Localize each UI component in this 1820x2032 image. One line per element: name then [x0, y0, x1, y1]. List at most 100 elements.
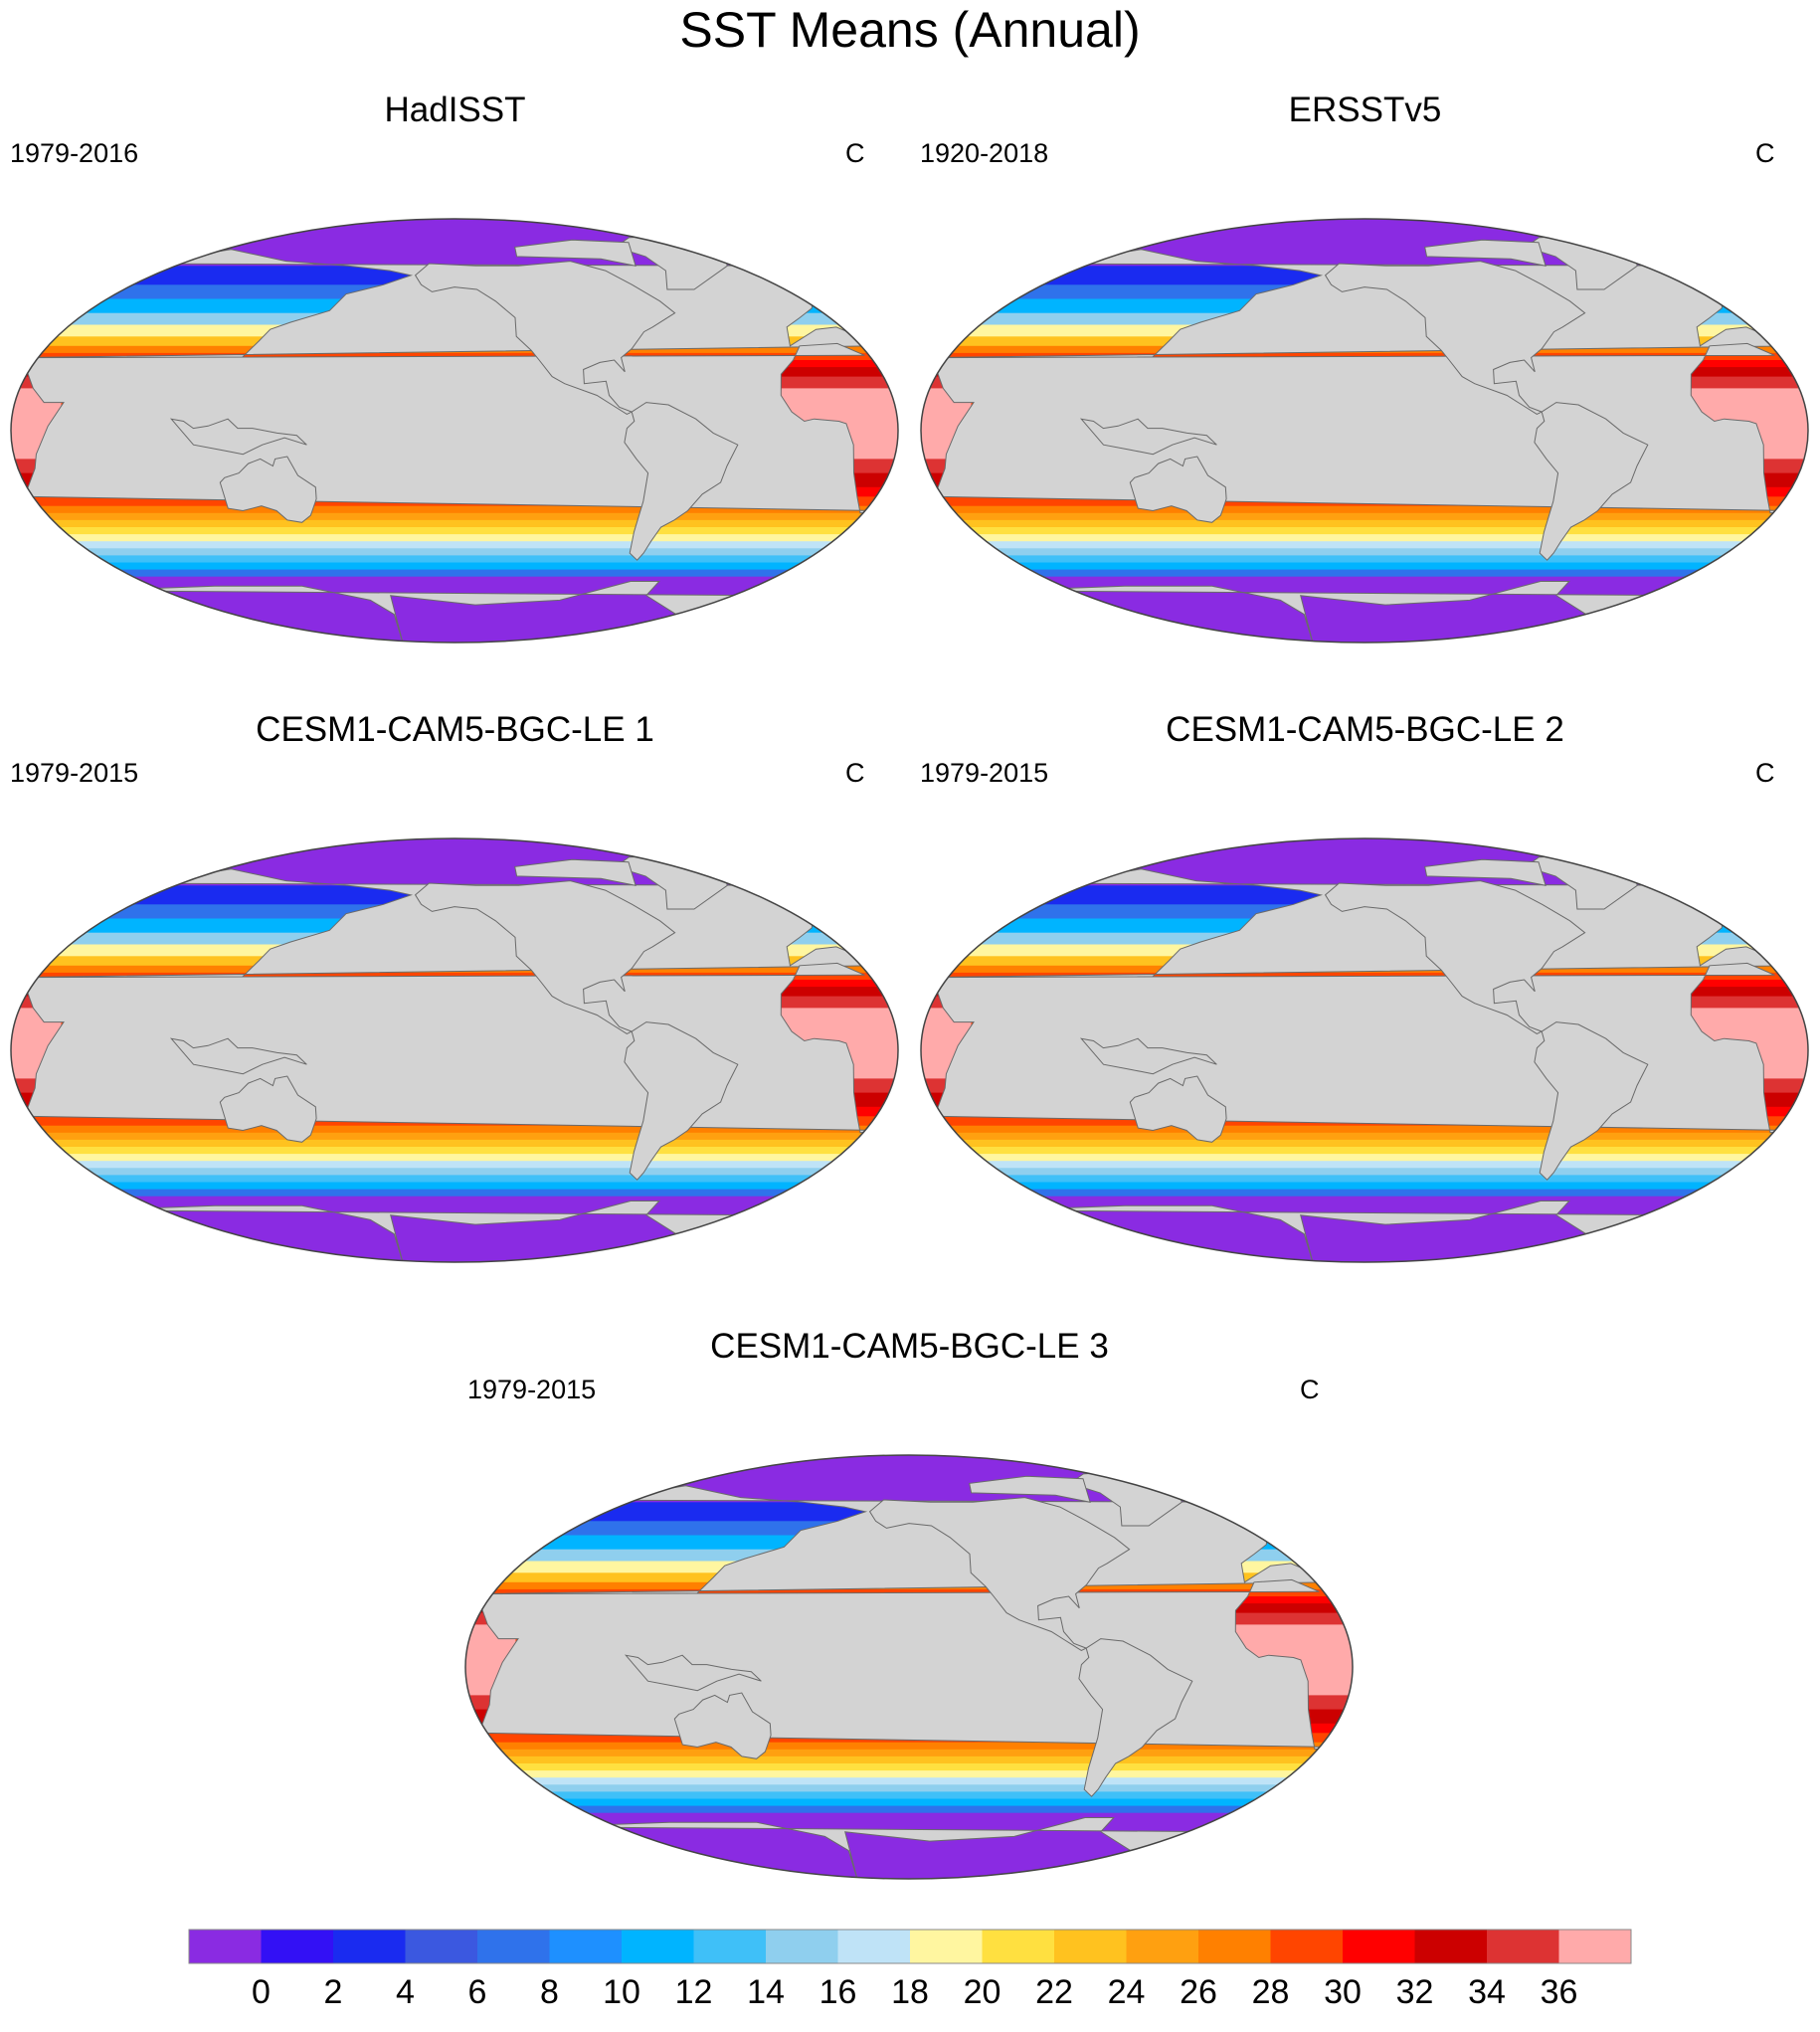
colorbar-tick-label: 8	[540, 1973, 559, 2011]
sst-band	[11, 519, 898, 528]
sst-map	[10, 218, 899, 644]
sst-band	[11, 838, 898, 886]
sst-band	[921, 1125, 1808, 1134]
land-australia	[219, 1075, 317, 1143]
sst-band	[921, 548, 1808, 556]
land-indonesia	[1079, 1037, 1217, 1075]
colorbar-swatch	[982, 1930, 1055, 1963]
panel-title: ERSSTv5	[1288, 91, 1442, 129]
panel-units: C	[845, 138, 865, 168]
sst-band	[465, 1742, 1353, 1751]
map-panel-cesm-2: CESM1-CAM5-BGC-LE 2 1979-2015 C	[910, 709, 1820, 1296]
land-africa	[931, 342, 1791, 514]
sst-band	[921, 519, 1808, 528]
colorbar-tick-label: 28	[1252, 1973, 1290, 2011]
land-australia	[1129, 1075, 1227, 1143]
sst-band	[921, 1139, 1808, 1148]
land-antarctica	[998, 581, 1685, 643]
sst-band	[465, 1763, 1353, 1771]
colorbar-tick-label: 20	[964, 1973, 1001, 2011]
map-panel-cesm-3: CESM1-CAM5-BGC-LE 3 1979-2015 C	[455, 1326, 1365, 1913]
colorbar-swatch	[1343, 1930, 1415, 1963]
panel-title: CESM1-CAM5-BGC-LE 3	[710, 1327, 1109, 1366]
colorbar-tick-label: 6	[468, 1973, 487, 2011]
sst-band	[11, 1168, 898, 1176]
sst-band	[465, 1749, 1353, 1757]
sst-band	[921, 562, 1808, 571]
figure-title: SST Means (Annual)	[679, 2, 1141, 58]
land-indonesia	[169, 418, 307, 456]
land-africa	[931, 962, 1791, 1134]
sst-band	[465, 1777, 1353, 1785]
panel-units: C	[1300, 1375, 1320, 1404]
land-namerica	[414, 261, 676, 415]
sst-band	[921, 838, 1808, 886]
sst-band	[11, 555, 898, 564]
sst-map	[920, 837, 1809, 1263]
colorbar-tick-label: 16	[819, 1973, 857, 2011]
colorbar-tick-label: 2	[324, 1973, 343, 2011]
sst-band	[921, 534, 1808, 542]
panel-period: 1979-2016	[10, 138, 139, 168]
sst-band	[11, 548, 898, 556]
sst-band	[11, 576, 898, 643]
colorbar: 0 2 4 6 8 10 12 14 16 18 20 22 24 26 28 30 32 34 36	[188, 1929, 1632, 2011]
sst-band	[465, 1812, 1353, 1879]
map-body	[11, 838, 898, 1262]
panel-period: 1979-2015	[467, 1375, 597, 1404]
colorbar-tick-label: 10	[603, 1973, 640, 2011]
panel-title: HadISST	[384, 91, 526, 129]
sst-band	[11, 1132, 898, 1141]
map-body	[465, 1455, 1353, 1879]
sst-band	[11, 1182, 898, 1191]
sst-band	[921, 576, 1808, 643]
sst-band	[11, 569, 898, 578]
panel-period: 1920-2018	[920, 138, 1049, 168]
colorbar-swatch	[766, 1930, 838, 1963]
sst-band	[11, 219, 898, 267]
land-samerica	[1534, 1021, 1649, 1181]
sst-map	[464, 1454, 1354, 1880]
colorbar-swatch	[477, 1930, 550, 1963]
colorbar-swatch	[1270, 1930, 1344, 1963]
land-namerica	[868, 1497, 1131, 1651]
sst-band	[921, 219, 1808, 267]
sst-band	[11, 534, 898, 542]
colorbar-swatch	[549, 1930, 623, 1963]
land-namerica	[414, 880, 676, 1034]
sst-map	[920, 218, 1809, 644]
sst-band	[921, 1147, 1808, 1155]
colorbar-swatch	[261, 1930, 334, 1963]
sst-band	[465, 1455, 1353, 1503]
sst-band	[11, 1161, 898, 1169]
land-africa	[21, 962, 881, 1134]
colorbar-swatch	[1414, 1930, 1488, 1963]
land-samerica	[624, 1021, 739, 1181]
land-arcticIslands	[514, 858, 637, 886]
land-antarctica	[88, 581, 775, 643]
land-indonesia	[1079, 418, 1217, 456]
map-outline	[10, 837, 899, 1263]
map-outline	[10, 218, 899, 644]
colorbar-swatch	[693, 1930, 767, 1963]
land-arcticIslands	[969, 1475, 1091, 1503]
map-body	[921, 219, 1808, 643]
sst-band	[11, 1147, 898, 1155]
sst-band	[11, 541, 898, 549]
land-namerica	[1324, 880, 1586, 1034]
sst-band	[921, 1132, 1808, 1141]
colorbar-swatch	[910, 1930, 983, 1963]
map-panel-ersstv5: ERSSTv5 1920-2018 C	[910, 90, 1820, 676]
land-samerica	[624, 402, 739, 561]
colorbar-tick-label: 22	[1035, 1973, 1073, 2011]
colorbar-swatch	[1558, 1930, 1632, 1963]
colorbar-tick-label: 18	[891, 1973, 929, 2011]
sst-band	[921, 1161, 1808, 1169]
colorbar-swatch	[837, 1930, 911, 1963]
sst-band	[11, 527, 898, 535]
land-arcticIslands	[514, 239, 637, 267]
sst-band	[11, 562, 898, 571]
sst-band	[921, 505, 1808, 514]
sst-band	[921, 1154, 1808, 1162]
colorbar-tick-label: 26	[1180, 1973, 1217, 2011]
